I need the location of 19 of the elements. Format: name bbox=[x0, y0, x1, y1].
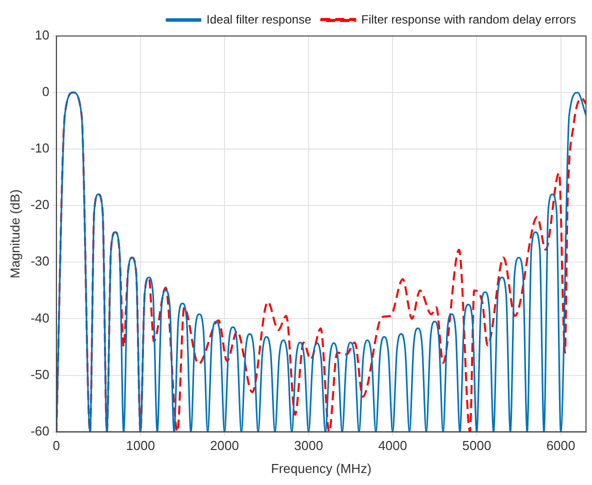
x-tick-label: 0 bbox=[52, 438, 60, 454]
x-axis-title: Frequency (MHz) bbox=[270, 460, 372, 476]
x-tick-label: 5000 bbox=[462, 438, 492, 454]
y-tick-label: -30 bbox=[30, 254, 50, 269]
y-tick-label: 0 bbox=[42, 84, 50, 100]
y-tick-label: -40 bbox=[30, 310, 50, 326]
x-tick-label: 3000 bbox=[294, 438, 324, 454]
x-tick-label: 6000 bbox=[546, 438, 576, 454]
x-tick-label: 2000 bbox=[210, 438, 239, 454]
legend-label: Ideal filter response bbox=[206, 12, 312, 26]
y-tick-label: -20 bbox=[30, 197, 50, 212]
y-tick-label: -10 bbox=[30, 140, 50, 156]
legend-label: Filter response with random delay errors bbox=[361, 12, 576, 26]
x-tick-label: 1000 bbox=[126, 438, 155, 454]
y-tick-label: 10 bbox=[34, 28, 50, 43]
y-axis-title: Magnitude (dB) bbox=[7, 189, 22, 278]
y-tick-label: -60 bbox=[30, 423, 50, 438]
x-tick-label: 4000 bbox=[378, 438, 408, 454]
y-tick-label: -50 bbox=[30, 366, 50, 382]
